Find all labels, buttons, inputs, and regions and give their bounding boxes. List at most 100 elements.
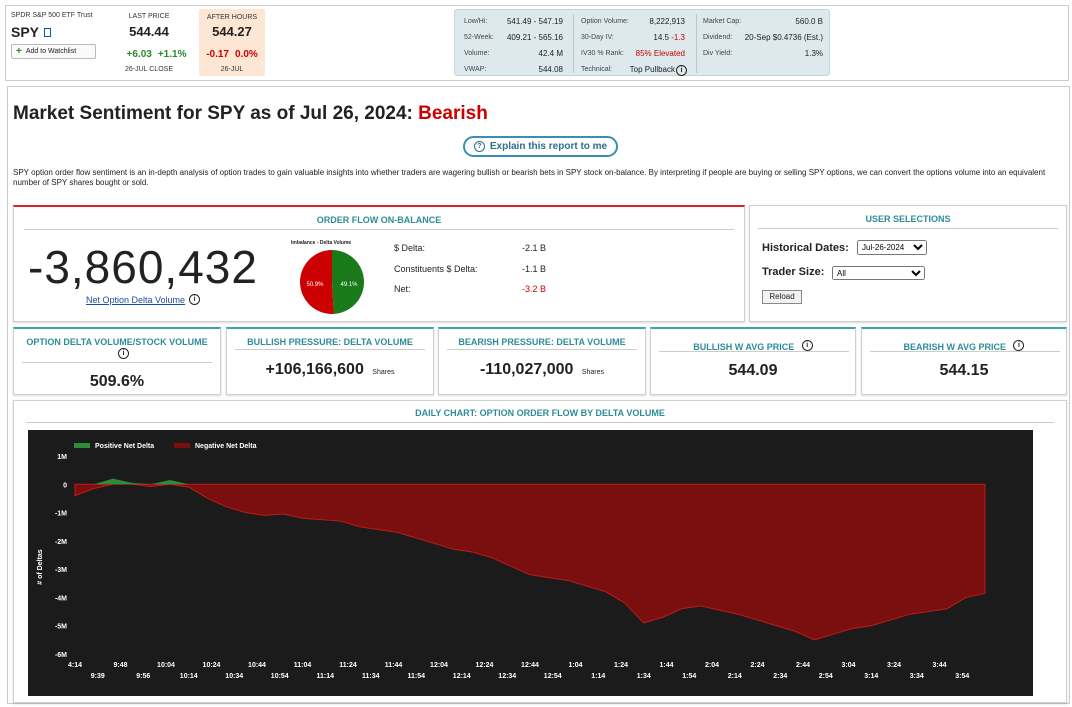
stat-value: 541.49 - 547.19 xyxy=(506,17,563,26)
x-tick-label: 10:04 xyxy=(157,662,175,669)
divider xyxy=(573,14,574,73)
ah-change: -0.17 0.0% xyxy=(199,49,265,60)
metric-value: 544.09 xyxy=(728,362,778,379)
metric-title-row: BEARISH W AVG PRICE i xyxy=(862,337,1066,355)
x-tick-label: 3:14 xyxy=(864,673,878,680)
x-tick-label: 10:24 xyxy=(203,662,221,669)
constituents-delta-label: Constituents $ Delta: xyxy=(394,264,478,274)
historical-dates-label: Historical Dates: xyxy=(762,242,849,254)
stat-label: 30-Day IV: xyxy=(581,34,614,41)
last-price-label: LAST PRICE xyxy=(128,13,170,20)
x-tick-label: 2:34 xyxy=(773,673,787,680)
chart-legend: Positive Net Delta Negative Net Delta xyxy=(74,443,257,450)
description: SPY option order flow sentiment is an in… xyxy=(13,168,1046,187)
y-axis-label: # of Deltas xyxy=(37,549,44,585)
metric-value-row: -110,027,000 Shares xyxy=(439,361,645,379)
ah-change-pct: 0.0% xyxy=(235,49,258,60)
metric-title: OPTION DELTA VOLUME/STOCK VOLUME xyxy=(26,337,208,347)
x-tick-label: 11:04 xyxy=(294,662,312,669)
x-tick-label: 2:04 xyxy=(705,662,719,669)
x-tick-label: 10:14 xyxy=(180,673,198,680)
stat-label: Technical: xyxy=(581,66,613,73)
symbol-row: SPY xyxy=(11,24,52,40)
ah-date: 26-JUL xyxy=(220,66,244,73)
x-tick-label: 3:44 xyxy=(932,662,946,669)
x-axis: 4:14 9:48 10:04 10:24 10:44 11:04 11:24 11:44 12… xyxy=(68,662,969,680)
stat-label: Volume: xyxy=(464,50,490,57)
stat-label: Div Yield: xyxy=(703,50,733,57)
metric-value: 509.6% xyxy=(89,373,145,390)
metric-title: BEARISH W AVG PRICE xyxy=(903,342,1007,352)
x-tick-label: 12:54 xyxy=(544,673,562,680)
ticker-symbol: SPY xyxy=(11,24,40,40)
y-tick-label: -4M xyxy=(55,595,67,602)
divider xyxy=(696,14,697,73)
reload-button[interactable]: Reload xyxy=(762,290,802,304)
x-tick-label: 12:34 xyxy=(498,673,516,680)
chart-title: DAILY CHART: OPTION ORDER FLOW BY DELTA … xyxy=(415,408,665,418)
page-title: Market Sentiment for SPY as of Jul 26, 2… xyxy=(13,103,488,125)
metric-unit: Shares xyxy=(581,369,605,376)
iv-delta: -1.3 xyxy=(671,33,685,42)
metric-title: BULLISH W AVG PRICE xyxy=(693,342,795,352)
info-icon[interactable]: i xyxy=(118,348,129,359)
add-to-watchlist-button[interactable]: + Add to Watchlist xyxy=(11,44,96,59)
user-selections-title: USER SELECTIONS xyxy=(865,214,951,224)
delta-label: $ Delta: xyxy=(394,243,426,253)
fund-name: SPDR S&P 500 ETF Trust xyxy=(11,12,93,19)
historical-dates-select[interactable]: Jul-26-2024 xyxy=(857,240,927,255)
divider xyxy=(22,362,212,363)
info-icon[interactable]: i xyxy=(1013,340,1025,352)
x-tick-label: 3:54 xyxy=(955,673,969,680)
x-tick-label: 3:04 xyxy=(841,662,855,669)
metric-card-bullish-avg-price: BULLISH W AVG PRICE i 544.09 xyxy=(650,327,856,395)
stat-value: 560.0 B xyxy=(795,17,823,26)
pie-title: Imbalance - Delta Volume xyxy=(291,240,352,246)
pie-red-label: 50.9% xyxy=(306,282,324,288)
watchlist-label: Add to Watchlist xyxy=(25,48,77,55)
x-tick-label: 9:39 xyxy=(91,673,105,680)
iv-number: 14.5 xyxy=(653,33,669,42)
y-tick-label: -6M xyxy=(55,652,67,659)
net-label: Net: xyxy=(394,284,411,294)
metric-unit: Shares xyxy=(372,369,395,376)
metric-title: BEARISH PRESSURE: DELTA VOLUME xyxy=(458,337,626,347)
x-tick-label: 10:44 xyxy=(248,662,266,669)
x-tick-label: 2:44 xyxy=(796,662,810,669)
x-tick-label: 2:14 xyxy=(728,673,742,680)
x-tick-label: 1:14 xyxy=(591,673,605,680)
x-tick-label: 12:44 xyxy=(521,662,539,669)
iv-rank-value: 85% Elevated xyxy=(635,49,685,58)
divider xyxy=(447,349,637,350)
user-selections-card: USER SELECTIONS Historical Dates: Jul-26… xyxy=(749,205,1067,322)
explain-report-button[interactable]: ? Explain this report to me xyxy=(463,136,618,157)
after-hours-label: AFTER HOURS xyxy=(206,14,258,21)
divider xyxy=(26,422,1054,423)
stat-value: 8,222,913 xyxy=(649,17,685,26)
trader-size-select[interactable]: All xyxy=(832,266,925,280)
net-option-delta-link[interactable]: Net Option Delta Volume xyxy=(86,294,186,305)
stat-value: 42.4 M xyxy=(538,49,563,58)
x-tick-label: 2:54 xyxy=(819,673,833,680)
stat-value: 544.08 xyxy=(538,65,563,74)
x-tick-label: 11:14 xyxy=(316,673,334,680)
pie-slice-positive xyxy=(332,250,365,314)
info-icon[interactable]: i xyxy=(801,340,813,352)
title-text: Market Sentiment for SPY as of Jul 26, 2… xyxy=(13,103,413,124)
ah-change-value: -0.17 xyxy=(206,49,229,60)
x-tick-label: 2:24 xyxy=(750,662,764,669)
metric-card-bearish-avg-price: BEARISH W AVG PRICE i 544.15 xyxy=(861,327,1067,395)
document-icon[interactable] xyxy=(44,27,52,37)
x-tick-label: 9:56 xyxy=(136,673,150,680)
y-tick-label: -3M xyxy=(55,567,67,574)
after-hours-price: 544.27 xyxy=(212,24,252,39)
pie-green-label: 49.1% xyxy=(340,282,358,288)
legend-negative: Negative Net Delta xyxy=(195,443,257,450)
iv-value: 14.5 -1.3 xyxy=(625,33,685,42)
stat-value: 409.21 - 565.16 xyxy=(506,33,563,42)
metric-title-row: BULLISH W AVG PRICE i xyxy=(651,337,855,355)
stat-label: 52-Week: xyxy=(464,34,494,41)
info-icon[interactable]: i xyxy=(676,65,687,76)
trader-size-label: Trader Size: xyxy=(762,266,825,278)
info-icon[interactable]: i xyxy=(189,294,201,305)
